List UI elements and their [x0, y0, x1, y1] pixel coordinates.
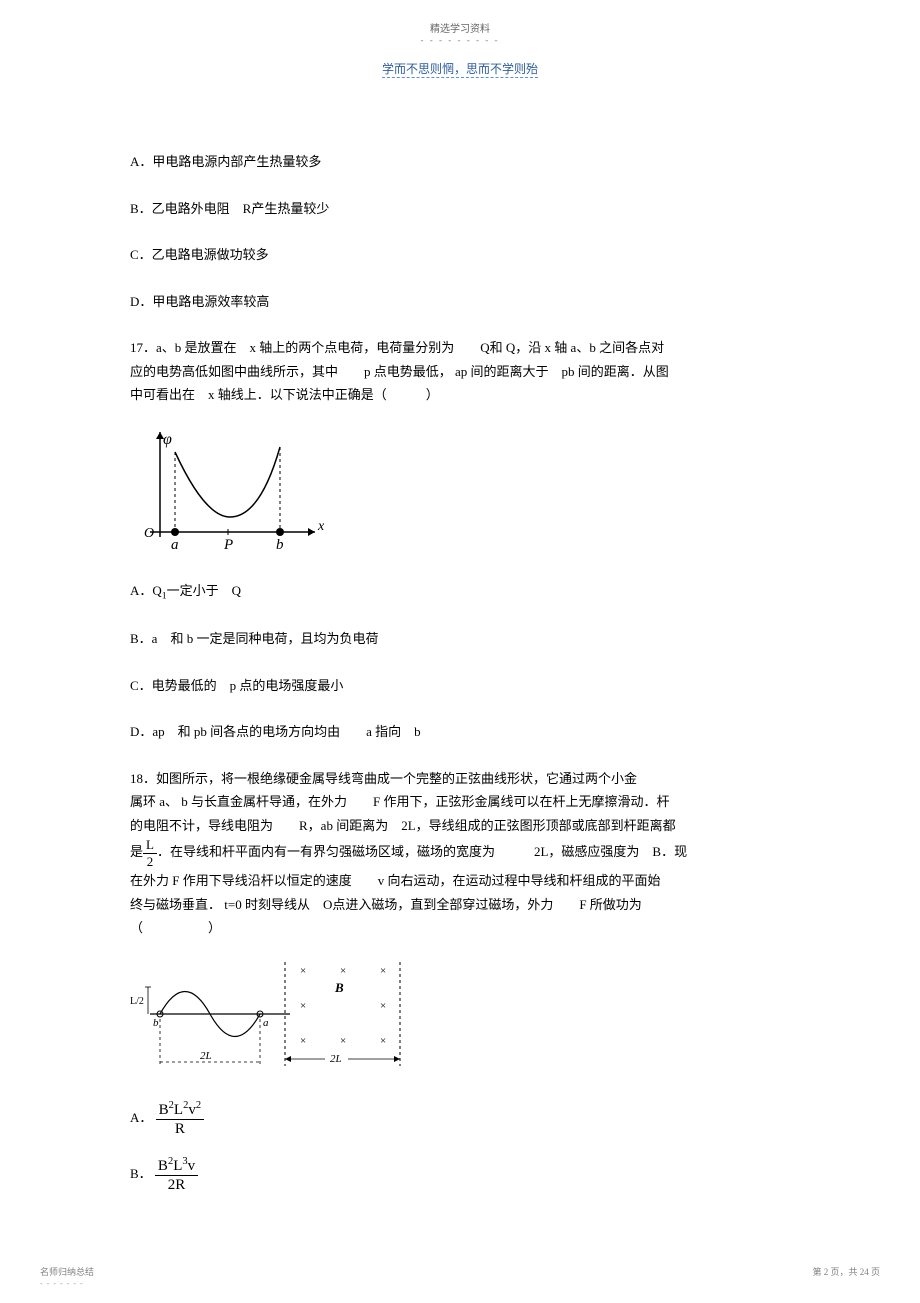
frac-18a-den: R: [156, 1120, 204, 1138]
footer-left: 名师归纳总结: [40, 1265, 94, 1278]
question-17: 17．a、b 是放置在 x 轴上的两个点电荷，电荷量分别为 Q和 Q，沿 x 轴…: [130, 336, 790, 406]
footer-right: 第 2 页，共 24 页: [812, 1265, 880, 1278]
frac-18b-num: B2L3v: [155, 1156, 198, 1176]
frac-18a: B2L2v2 R: [156, 1100, 204, 1138]
cross2: ×: [340, 965, 346, 977]
potential-curve: [175, 447, 280, 517]
option-16c: C．乙电路电源做功较多: [130, 241, 790, 270]
q18-line5: 在外力 F 作用下导线沿杆以恒定的速度 v 向右运动，在运动过程中导线和杆组成的…: [130, 869, 790, 892]
point-a: [171, 528, 179, 536]
cross8: ×: [380, 1035, 386, 1047]
q18b-label: B．: [130, 1166, 152, 1181]
question-18: 18．如图所示，将一根绝缘硬金属导线弯曲成一个完整的正弦曲线形状，它通过两个小金…: [130, 767, 790, 940]
B-label: B: [334, 980, 344, 995]
cross3: ×: [380, 965, 386, 977]
b-label: b: [276, 537, 284, 552]
2L-right-label: 2L: [330, 1053, 342, 1065]
x-label: x: [317, 519, 325, 534]
L2-label: L/2: [130, 996, 144, 1007]
x-arrow: [308, 528, 315, 536]
option-16b: B．乙电路外电阻 R产生热量较少: [130, 195, 790, 224]
frac-L2: L2: [143, 837, 157, 869]
q18-line7: （ ）: [130, 916, 790, 939]
a-label: a: [171, 537, 179, 552]
point-b: [276, 528, 284, 536]
2L-label: 2L: [200, 1050, 212, 1062]
arrow-r: [394, 1056, 400, 1062]
q18-line3: 的电阻不计，导线电阻为 R，ab 间距离为 2L，导线组成的正弦图形顶部或底部到…: [130, 814, 790, 837]
cross1: ×: [300, 965, 306, 977]
q18-line6: 终与磁场垂直． t=0 时刻导线从 O点进入磁场，直到全部穿过磁场，外力 F 所…: [130, 893, 790, 916]
q18-line4: 是L2．在导线和杆平面内有一有界匀强磁场区域，磁场的宽度为 2L，磁感应强度为 …: [130, 837, 790, 869]
cross6: ×: [300, 1035, 306, 1047]
option-16a: A．甲电路电源内部产生热量较多: [130, 148, 790, 177]
q17a-pre: A．Q: [130, 583, 162, 598]
motto-text: 学而不思则惘，思而不学则殆: [382, 60, 538, 78]
potential-curve-svg: φ O a P b x: [130, 422, 330, 552]
q17a-post: 一定小于 Q: [167, 583, 241, 598]
q17-line3: 中可看出在 x 轴线上．以下说法中正确是（ ）: [130, 383, 790, 406]
header-top-label: 精选学习资料: [0, 0, 920, 35]
footer-left-sub: - - - - - - -: [40, 1279, 84, 1288]
q17-line2: 应的电势高低如图中曲线所示，其中 p 点电势最低， ap 间的距离大于 pb 间…: [130, 360, 790, 383]
q18-line2: 属环 a、 b 与长直金属杆导通，在外力 F 作用下，正弦形金属线可以在杆上无摩…: [130, 790, 790, 813]
frac-18b: B2L3v 2R: [155, 1156, 198, 1194]
P-label: P: [223, 537, 233, 552]
O-label: O: [144, 526, 154, 541]
option-18b: B． B2L3v 2R: [130, 1156, 790, 1194]
header-dots: - - - - - - - - -: [0, 35, 920, 45]
phi-label: φ: [163, 431, 172, 448]
main-content: A．甲电路电源内部产生热量较多 B．乙电路外电阻 R产生热量较少 C．乙电路电源…: [0, 78, 920, 1194]
frac-L2-den: 2: [143, 854, 157, 870]
option-17c: C．电势最低的 p 点的电场强度最小: [130, 672, 790, 701]
frac-18a-num: B2L2v2: [156, 1100, 204, 1120]
cross5: ×: [380, 1000, 386, 1012]
a-ring-label: a: [263, 1017, 269, 1029]
figure-17: φ O a P b x: [130, 422, 790, 563]
q18-l4-pre: 是: [130, 844, 143, 859]
option-17b: B．a 和 b 一定是同种电荷，且均为负电荷: [130, 625, 790, 654]
option-16d: D．甲电路电源效率较高: [130, 288, 790, 317]
option-17d: D．ap 和 pb 间各点的电场方向均由 a 指向 b: [130, 718, 790, 747]
figure-18: × × × × × × × × B L/2 2L 2L a b: [130, 954, 790, 1085]
q18a-label: A．: [130, 1110, 152, 1125]
frac-L2-num: L: [143, 837, 157, 854]
option-18a: A． B2L2v2 R: [130, 1100, 790, 1138]
q17-line1: 17．a、b 是放置在 x 轴上的两个点电荷，电荷量分别为 Q和 Q，沿 x 轴…: [130, 336, 790, 359]
frac-18b-den: 2R: [155, 1176, 198, 1194]
cross7: ×: [340, 1035, 346, 1047]
q18-line1: 18．如图所示，将一根绝缘硬金属导线弯曲成一个完整的正弦曲线形状，它通过两个小金: [130, 767, 790, 790]
b-ring-label: b: [153, 1017, 159, 1029]
cross4: ×: [300, 1000, 306, 1012]
sine-wire-svg: × × × × × × × × B L/2 2L 2L a b: [130, 954, 420, 1074]
arrow-l: [285, 1056, 291, 1062]
option-17a: A．Q1一定小于 Q: [130, 577, 790, 607]
q18-l4-post: ．在导线和杆平面内有一有界匀强磁场区域，磁场的宽度为 2L，磁感应强度为 B．现: [157, 844, 687, 859]
